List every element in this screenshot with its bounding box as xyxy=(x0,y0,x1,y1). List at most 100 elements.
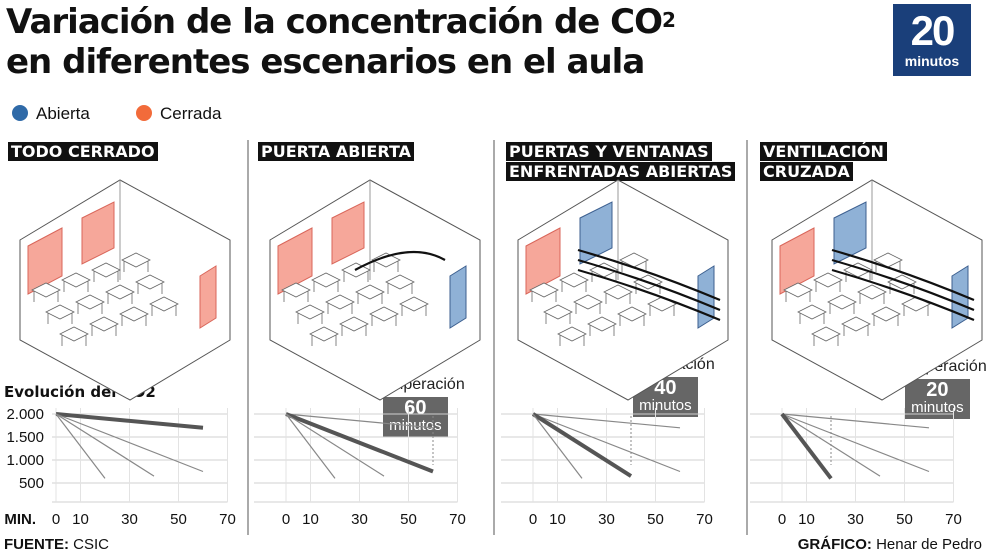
series-line xyxy=(781,413,930,473)
airflow-arrow-icon xyxy=(831,268,975,322)
series-line xyxy=(780,412,833,480)
desk-icon xyxy=(617,306,647,322)
desk-icon xyxy=(281,282,311,298)
series-line xyxy=(532,413,681,429)
desk-icon xyxy=(543,304,573,320)
series-line xyxy=(55,413,155,477)
window-icon xyxy=(525,227,561,295)
recovery-box: 20 minutos xyxy=(905,379,970,419)
x-tick-label: 0 xyxy=(282,511,290,528)
door-icon xyxy=(199,265,217,329)
y-tick-label: 500 xyxy=(19,475,44,492)
recovery-value: 20 xyxy=(926,379,949,401)
desk-icon xyxy=(105,284,135,300)
desk-icon xyxy=(295,304,325,320)
desk-icon xyxy=(841,316,871,332)
door-icon xyxy=(449,265,467,329)
co2-line-chart: 0 10 30 50 70 xyxy=(501,408,713,528)
x-tick-label: 70 xyxy=(449,511,466,528)
desk-icon xyxy=(149,296,179,312)
y-tick-label: 2.000 xyxy=(6,406,44,423)
y-tick-label: 1.500 xyxy=(6,429,44,446)
window-icon xyxy=(277,227,313,295)
classroom-illustration xyxy=(269,179,481,401)
source-key: FUENTE: xyxy=(4,536,69,553)
source-credit: FUENTE: CSIC xyxy=(4,536,109,553)
panel-todo-cerrado: TODO CERRADO xyxy=(4,140,244,530)
desk-icon xyxy=(75,294,105,310)
panel-label: TODO CERRADO xyxy=(8,142,158,162)
classroom-illustration xyxy=(771,179,983,401)
desk-icon xyxy=(61,272,91,288)
desk-icon xyxy=(857,284,887,300)
desk-icon xyxy=(369,306,399,322)
airflow-arrow-icon xyxy=(831,258,975,312)
logo-number: 20 xyxy=(910,7,956,54)
desk-icon xyxy=(325,294,355,310)
series-line xyxy=(55,413,204,473)
series-line xyxy=(532,413,681,473)
x-tick-label: 30 xyxy=(351,511,368,528)
credit-key: GRÁFICO: xyxy=(797,536,872,553)
x-tick-label: 50 xyxy=(170,511,187,528)
desk-icon xyxy=(871,306,901,322)
series-line xyxy=(532,413,583,479)
x-axis-title: MIN. xyxy=(4,511,36,528)
desk-icon xyxy=(797,304,827,320)
desk-icon xyxy=(59,326,89,342)
desk-icon xyxy=(399,296,429,312)
desk-icon xyxy=(339,316,369,332)
x-tick-label: 70 xyxy=(219,511,236,528)
desk-icon xyxy=(385,274,415,290)
legend-dot-closed xyxy=(136,105,152,121)
series-line xyxy=(285,412,434,474)
x-tick-label: 10 xyxy=(549,511,566,528)
desk-icon xyxy=(573,294,603,310)
x-tick-label: 50 xyxy=(400,511,417,528)
x-tick-label: 10 xyxy=(798,511,815,528)
y-tick-label: 1.000 xyxy=(6,452,44,469)
co2-line-chart: 500 1.000 1.500 2.000 0 10 30 50 70 MIN. xyxy=(4,406,236,528)
panel-separator xyxy=(746,140,748,535)
window-icon xyxy=(779,227,815,295)
desk-icon xyxy=(309,326,339,342)
classroom-illustration xyxy=(19,179,231,401)
series-line xyxy=(285,413,434,429)
legend-item-closed: Cerrada xyxy=(136,104,221,124)
desk-icon xyxy=(91,262,121,278)
recovery-value: 40 xyxy=(654,377,677,399)
legend-label-open: Abierta xyxy=(36,104,90,123)
legend-label-closed: Cerrada xyxy=(160,104,222,123)
graphic-credit: GRÁFICO: Henar de Pedro xyxy=(798,536,982,553)
airflow-arrow-icon xyxy=(354,250,446,271)
co2-line-chart: 0 10 30 50 70 xyxy=(254,408,466,528)
x-tick-label: 70 xyxy=(945,511,962,528)
desk-icon xyxy=(873,252,903,268)
desk-icon xyxy=(813,272,843,288)
window-icon xyxy=(331,201,365,265)
classroom-illustration xyxy=(517,179,729,401)
desk-icon xyxy=(31,282,61,298)
series-line xyxy=(55,413,106,479)
x-tick-label: 70 xyxy=(696,511,713,528)
legend-dot-open xyxy=(12,105,28,121)
desk-icon xyxy=(89,316,119,332)
legend-item-open: Abierta xyxy=(12,104,90,124)
recovery-unit: minutos xyxy=(639,397,692,414)
desk-icon xyxy=(811,326,841,342)
x-tick-label: 10 xyxy=(302,511,319,528)
desk-icon xyxy=(45,304,75,320)
desk-icon xyxy=(557,326,587,342)
panel-ventilacion-cruzada: VENTILACIÓN CRUZADA Recuperación 20minut… xyxy=(756,140,990,530)
desk-icon xyxy=(529,282,559,298)
panel-label: PUERTAS Y VENTANAS ENFRENTADAS ABIERTAS xyxy=(506,142,744,182)
x-tick-label: 30 xyxy=(847,511,864,528)
x-tick-label: 0 xyxy=(778,511,786,528)
x-tick-label: 0 xyxy=(529,511,537,528)
airflow-arrow-icon xyxy=(831,248,975,302)
window-icon xyxy=(579,201,613,265)
desk-icon xyxy=(119,306,149,322)
x-tick-label: 0 xyxy=(52,511,60,528)
airflow-arrow-icon xyxy=(577,268,721,322)
